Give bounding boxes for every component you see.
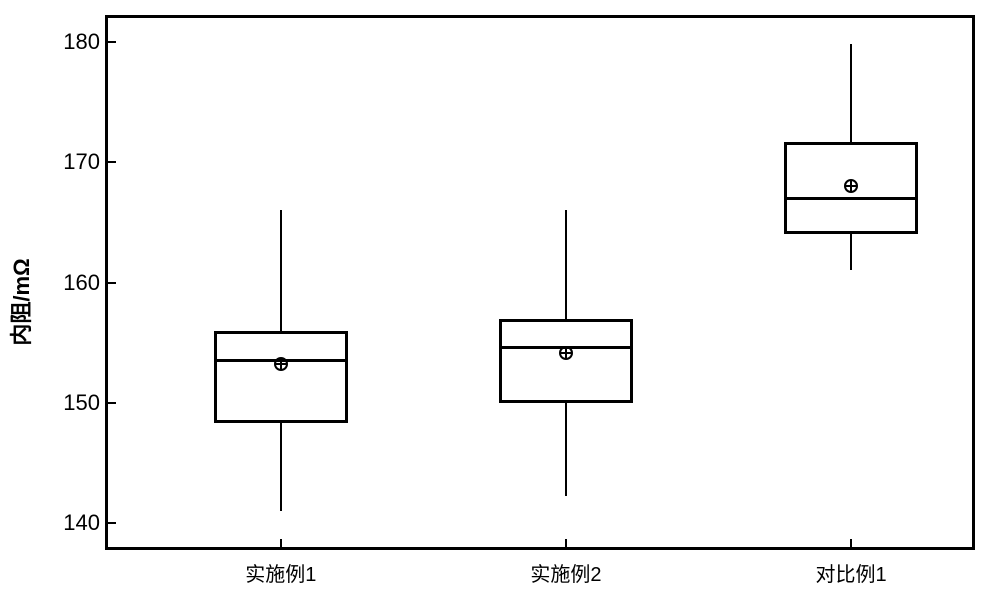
x-tick-label: 对比例1	[815, 558, 886, 587]
whisker-upper	[565, 210, 568, 318]
y-tick-label: 160	[50, 270, 100, 296]
y-tick-label: 150	[50, 390, 100, 416]
x-tick-mark	[850, 539, 852, 547]
x-tick-label: 实施例2	[530, 558, 601, 587]
box	[499, 319, 633, 403]
box	[214, 331, 348, 424]
y-tick-label: 170	[50, 149, 100, 175]
plot-area	[105, 15, 975, 550]
x-tick-mark	[280, 539, 282, 547]
mean-marker-icon	[844, 179, 858, 193]
y-tick-label: 140	[50, 510, 100, 536]
x-tick-mark	[565, 539, 567, 547]
whisker-lower	[280, 423, 283, 511]
mean-marker-icon	[559, 346, 573, 360]
y-tick-mark	[108, 402, 116, 404]
y-tick-mark	[108, 41, 116, 43]
whisker-upper	[850, 44, 853, 141]
whisker-lower	[565, 403, 568, 497]
whisker-lower	[850, 234, 853, 270]
y-axis-label: 内阻/mΩ	[4, 258, 36, 345]
y-tick-mark	[108, 282, 116, 284]
y-tick-label: 180	[50, 29, 100, 55]
median-line	[784, 197, 918, 200]
boxplot-chart: 内阻/mΩ 140 150 160 170 180 实施例1 实施例2 对比例1	[0, 0, 1000, 603]
mean-marker-icon	[274, 357, 288, 371]
whisker-upper	[280, 210, 283, 330]
x-tick-label: 实施例1	[245, 558, 316, 587]
y-tick-mark	[108, 522, 116, 524]
y-tick-mark	[108, 161, 116, 163]
